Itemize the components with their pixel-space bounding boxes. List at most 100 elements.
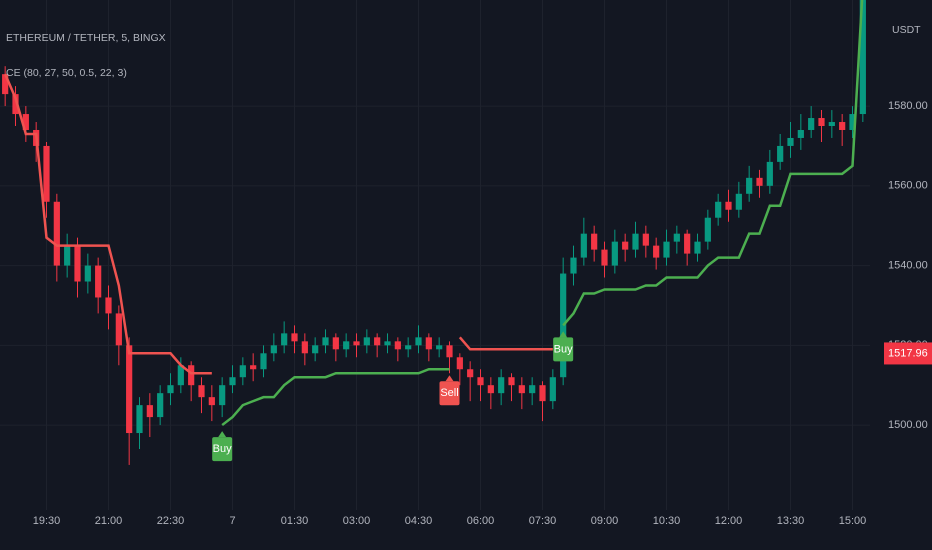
candle-body [487, 385, 494, 394]
candle-body [570, 257, 577, 274]
candle-body [343, 341, 350, 350]
last-price-label: 1517.96 [888, 347, 928, 359]
candle-body [456, 357, 463, 370]
candle-body [126, 345, 133, 434]
x-tick-label: 19:30 [33, 515, 61, 527]
candle-body [828, 122, 835, 127]
candle-body [694, 241, 701, 254]
candle-body [219, 385, 226, 406]
unit-label: USDT [892, 24, 921, 36]
candle-body [787, 137, 794, 146]
candle-body [601, 249, 608, 266]
candle-body [405, 345, 412, 350]
candle-body [549, 377, 556, 402]
signal-pointer [218, 431, 227, 438]
candle-body [2, 74, 9, 95]
signal-label: Buy [553, 331, 574, 362]
x-tick-label: 10:30 [653, 515, 681, 527]
candle-body [394, 341, 401, 350]
candle-body [715, 201, 722, 218]
candle-body [64, 245, 71, 266]
candle-body [611, 241, 618, 266]
x-tick-label: 01:30 [281, 515, 309, 527]
candle-body [818, 118, 825, 127]
signal-box [553, 337, 574, 362]
candle-body [839, 122, 846, 130]
candle-body [632, 233, 639, 250]
last-price-box [884, 342, 932, 365]
candle-body [735, 193, 742, 210]
candle-body [281, 333, 288, 346]
signal-pointer [559, 331, 568, 338]
candle-body [270, 345, 277, 354]
y-tick-label: 1560.00 [888, 180, 928, 192]
candle-body [43, 145, 50, 202]
x-tick-label: 12:00 [715, 515, 743, 527]
x-tick-label: 15:00 [839, 515, 867, 527]
candle-body [684, 233, 691, 254]
x-tick-label: 06:00 [467, 515, 495, 527]
candle-body [384, 341, 391, 346]
plot-area [2, 0, 866, 465]
candle-body [777, 145, 784, 162]
y-tick-label: 1540.00 [888, 259, 928, 271]
candle-body [756, 177, 763, 186]
candle-body [177, 365, 184, 386]
candle-body [622, 241, 629, 250]
candle-body [322, 337, 329, 346]
signal-text: Buy [213, 443, 232, 455]
signal-label: Sell [439, 375, 460, 406]
candle-body [84, 265, 91, 282]
signal-box [212, 437, 233, 462]
stop-line [458, 336, 553, 351]
candle-body [580, 233, 587, 258]
grid [0, 0, 870, 510]
candle-body [467, 369, 474, 378]
candle-body [146, 405, 153, 418]
candle-body [704, 217, 711, 242]
stop-line [4, 73, 212, 375]
candle-body [105, 297, 112, 314]
candle-body [436, 345, 443, 350]
stop-line [562, 0, 864, 327]
candle-body [766, 161, 773, 186]
candle-body [208, 397, 215, 406]
candle-body [291, 333, 298, 342]
candle-body [22, 114, 29, 130]
candle-body [529, 385, 536, 394]
candle-body [446, 345, 453, 358]
candle-body [74, 245, 81, 282]
candle-body [229, 377, 236, 386]
candle-body [653, 245, 660, 258]
candle-body [849, 114, 856, 130]
candle-body [157, 393, 164, 418]
candle-body [260, 353, 267, 370]
candle-body [374, 337, 381, 346]
candle-body [301, 341, 308, 354]
candle-body [425, 337, 432, 350]
x-tick-label: 21:00 [95, 515, 123, 527]
candle-body [198, 385, 205, 398]
candle-body [673, 233, 680, 242]
candle-body [725, 201, 732, 210]
candle-body [12, 94, 19, 115]
candle-body [808, 118, 815, 130]
candle-body [239, 365, 246, 378]
candle-body [746, 177, 753, 194]
candle-body [332, 337, 339, 350]
candle-body [53, 201, 60, 266]
candle-body [167, 385, 174, 394]
candle-body [859, 0, 866, 115]
candle-body [508, 377, 515, 386]
candle-body [95, 265, 102, 298]
x-tick-label: 7 [229, 515, 235, 527]
candle-body [353, 341, 360, 346]
x-tick-label: 13:30 [777, 515, 805, 527]
signal-pointer [445, 375, 454, 382]
candle-body [363, 337, 370, 346]
candle-body [136, 405, 143, 434]
x-tick-label: 04:30 [405, 515, 433, 527]
signal-text: Sell [440, 387, 458, 399]
